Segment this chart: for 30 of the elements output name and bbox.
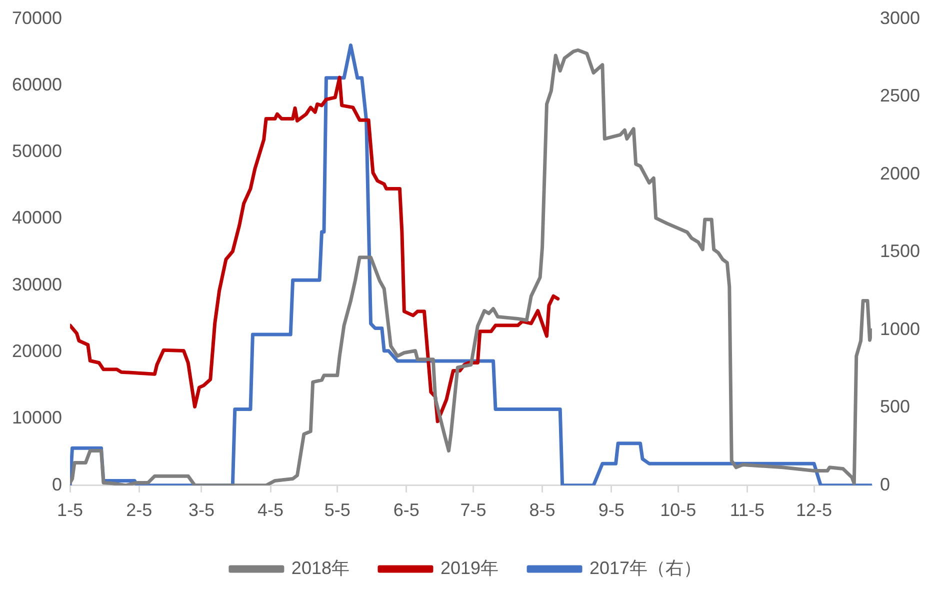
x-tick-label: 8-5	[529, 500, 556, 520]
x-tick-label: 10-5	[660, 500, 696, 520]
x-tick-label: 4-5	[258, 500, 284, 520]
y2-tick-label: 500	[880, 396, 910, 417]
x-tick-label: 11-5	[730, 500, 765, 520]
x-tick-label: 1-5	[57, 500, 84, 520]
legend-label: 2017年（右）	[590, 558, 702, 578]
y2-tick-label: 3000	[880, 8, 920, 28]
y-tick-label: 20000	[12, 341, 62, 362]
x-tick-label: 12-5	[796, 500, 832, 520]
y2-tick-label: 1500	[880, 241, 920, 262]
x-tick-label: 7-5	[460, 500, 486, 520]
x-tick-label: 6-5	[393, 500, 420, 520]
x-tick-label: 3-5	[188, 500, 214, 520]
y-tick-label: 40000	[12, 208, 62, 228]
legend-label: 2019年	[440, 558, 499, 578]
x-tick-label: 2-5	[126, 500, 152, 520]
y-tick-label: 60000	[12, 74, 62, 94]
x-tick-label: 9-5	[598, 500, 624, 520]
y2-tick-label: 2500	[880, 86, 920, 106]
y2-tick-label: 1000	[880, 318, 920, 339]
y-tick-label: 0	[52, 474, 62, 494]
y-tick-label: 10000	[12, 408, 62, 428]
x-tick-label: 5-5	[324, 500, 350, 520]
y-tick-label: 70000	[12, 8, 62, 28]
y2-tick-label: 0	[880, 474, 890, 494]
y-tick-label: 30000	[12, 274, 62, 294]
y2-tick-label: 2000	[880, 163, 920, 184]
legend-label: 2018年	[291, 558, 350, 578]
y-tick-label: 50000	[12, 141, 62, 162]
